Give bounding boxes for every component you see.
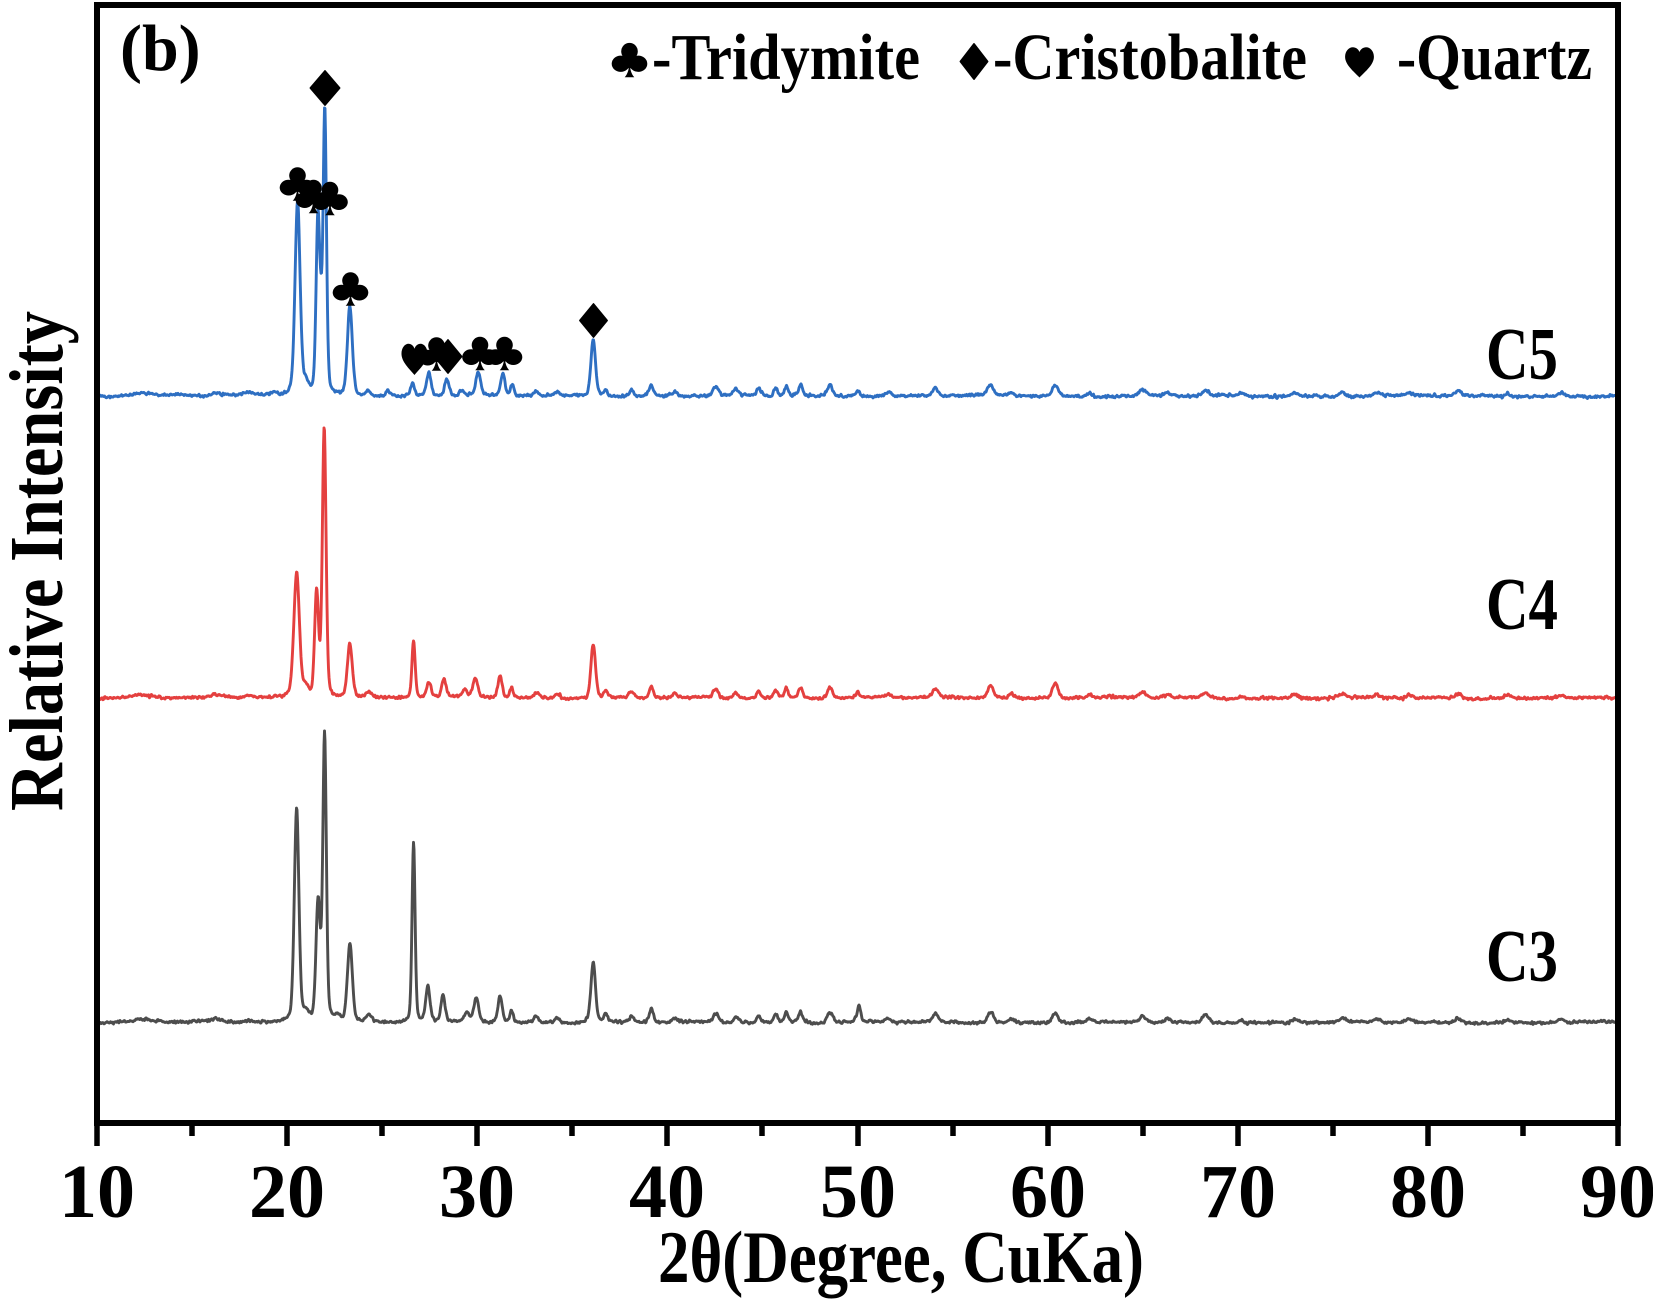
- svg-text:80: 80: [1390, 1150, 1466, 1234]
- svg-text:-Tridymite: -Tridymite: [652, 21, 920, 94]
- svg-text:-Cristobalite: -Cristobalite: [993, 21, 1307, 94]
- svg-text:2θ(Degree, CuKa): 2θ(Degree, CuKa): [658, 1217, 1144, 1299]
- svg-text:C5: C5: [1486, 314, 1558, 396]
- svg-text:C3: C3: [1486, 916, 1558, 998]
- svg-text:(b): (b): [120, 12, 201, 85]
- svg-text:10: 10: [59, 1150, 135, 1234]
- svg-text:C4: C4: [1486, 564, 1558, 646]
- svg-text:50: 50: [820, 1150, 896, 1234]
- svg-text:60: 60: [1010, 1150, 1086, 1234]
- svg-text:90: 90: [1580, 1150, 1653, 1234]
- svg-text:-Quartz: -Quartz: [1397, 21, 1592, 94]
- svg-text:70: 70: [1200, 1150, 1276, 1234]
- svg-text:20: 20: [249, 1150, 325, 1234]
- svg-text:30: 30: [439, 1150, 515, 1234]
- svg-text:Relative Intensity: Relative Intensity: [0, 311, 79, 811]
- svg-text:40: 40: [629, 1150, 705, 1234]
